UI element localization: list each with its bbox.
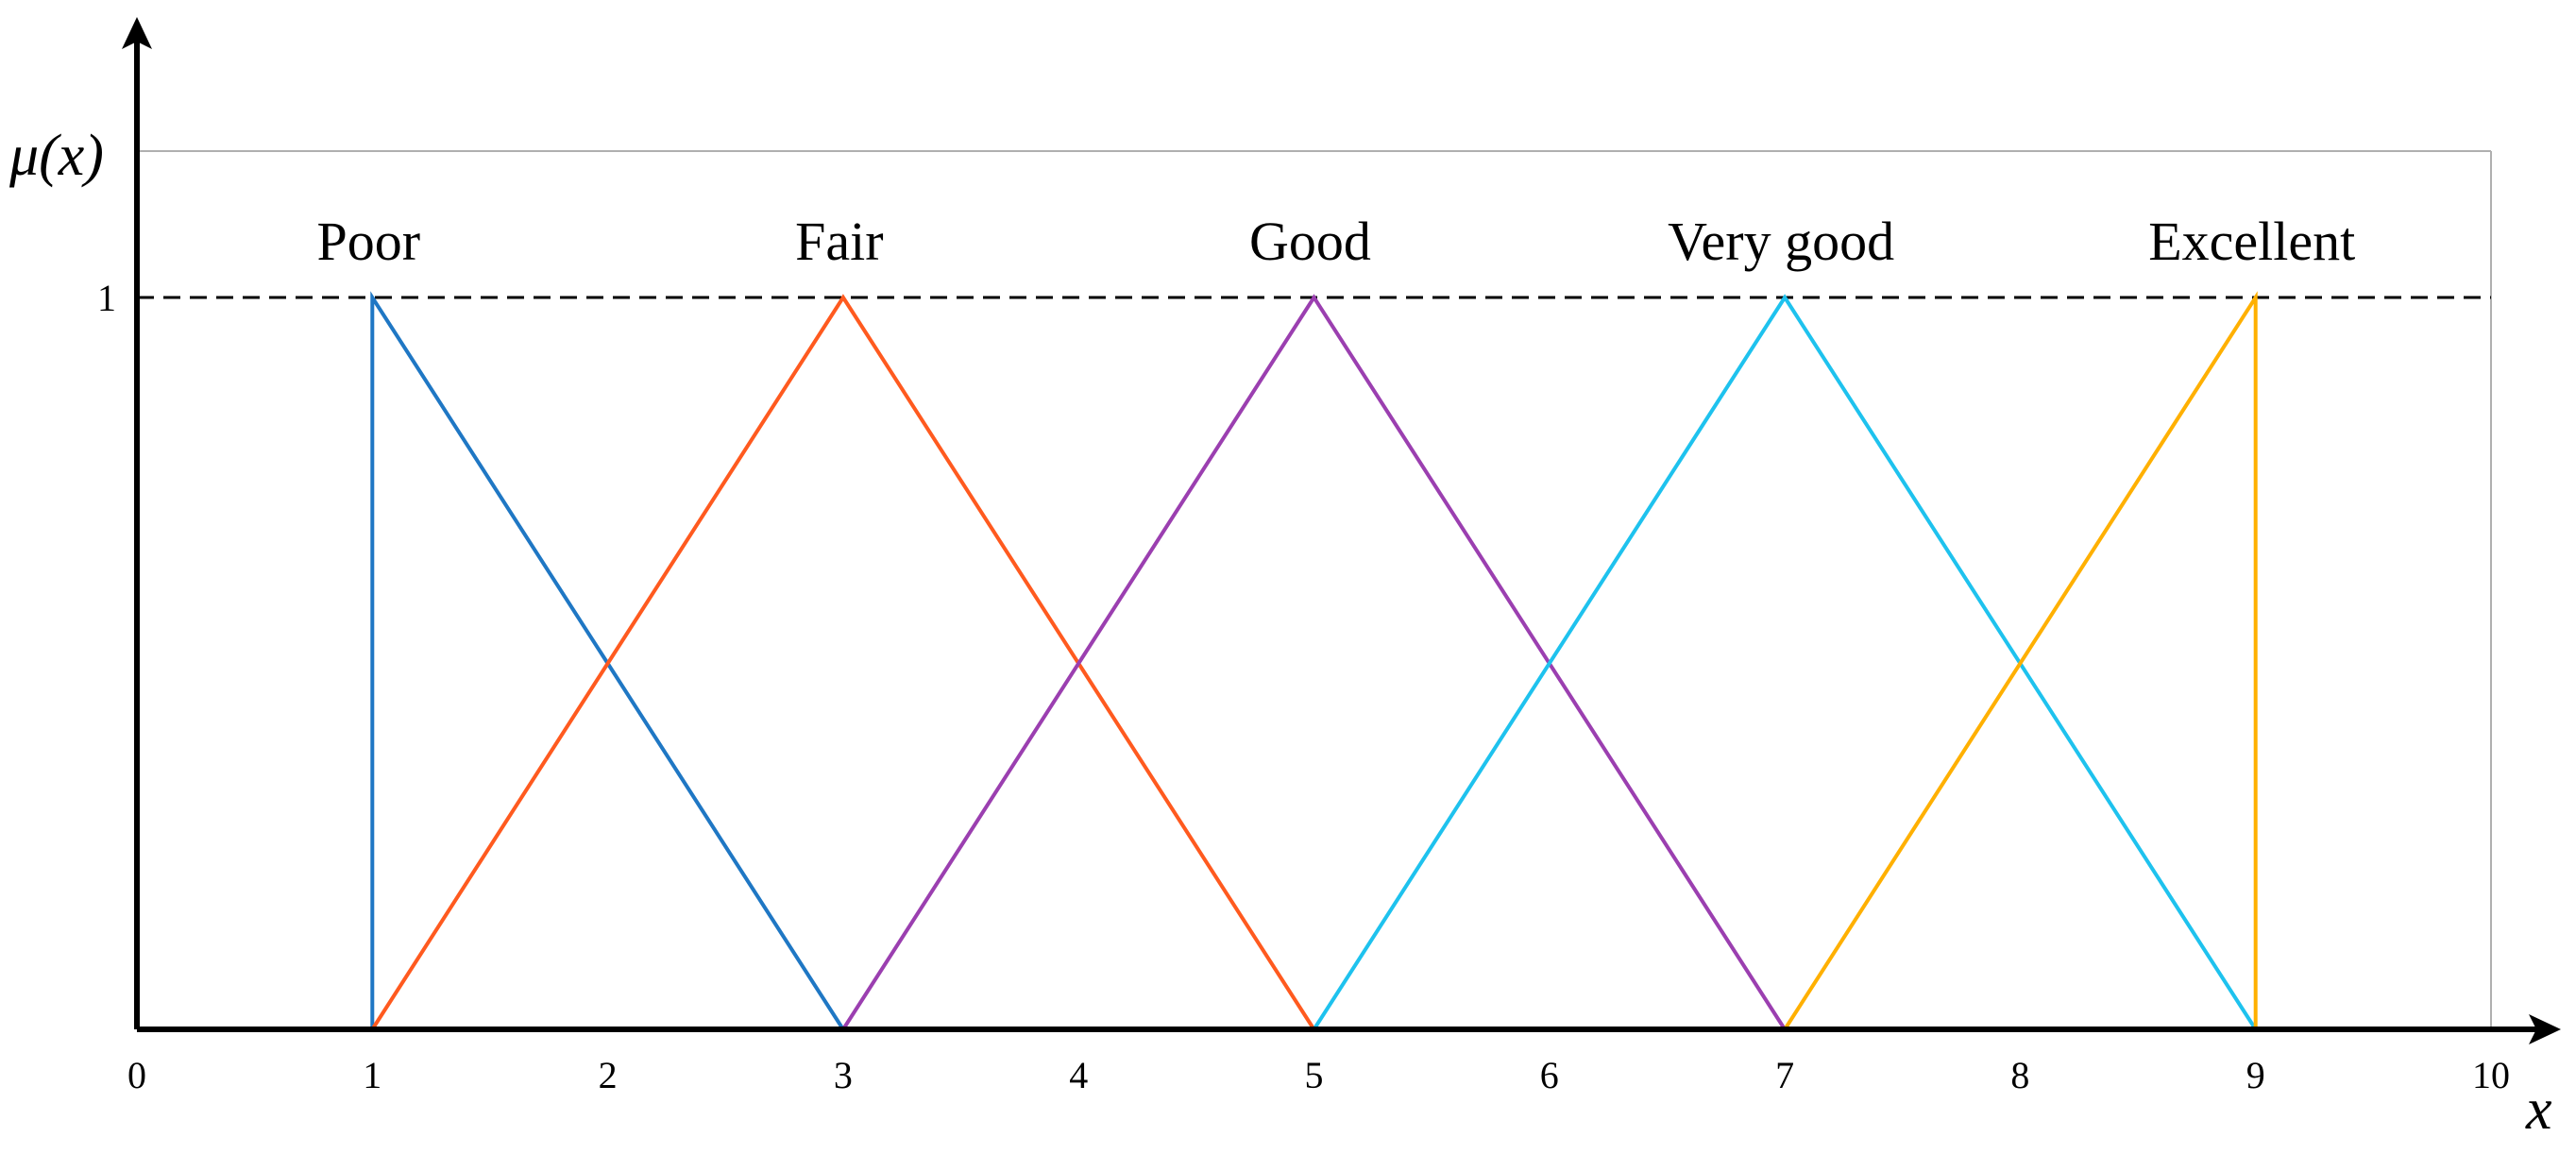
x-tick-label: 4 — [1069, 1054, 1088, 1096]
series-line-poor — [370, 291, 845, 1031]
term-labels: Poor Fair Good Very good Excellent — [317, 211, 2356, 272]
plot-frame — [137, 150, 2492, 1029]
term-label-good: Good — [1249, 211, 1371, 272]
series-line-good — [841, 294, 1787, 1031]
x-tick-label: 2 — [599, 1054, 618, 1096]
y-tick-label: 1 — [97, 277, 116, 319]
x-axis-arrow — [2529, 1014, 2561, 1044]
series-line-fair — [370, 294, 1316, 1031]
x-axis-title: x — [2525, 1078, 2552, 1142]
axes — [122, 17, 2561, 1044]
term-label-very-good: Very good — [1668, 211, 1894, 272]
term-label-poor: Poor — [317, 211, 421, 272]
x-tick-label: 1 — [363, 1054, 381, 1096]
x-tick-label: 6 — [1540, 1054, 1559, 1096]
series-line-very-good — [1312, 294, 2258, 1031]
series-line-excellent — [1783, 291, 2258, 1031]
y-axis-arrow — [122, 17, 152, 49]
x-tick-label: 9 — [2246, 1054, 2265, 1096]
y-axis-title: μ(x) — [8, 124, 104, 188]
x-tick-label: 8 — [2010, 1054, 2029, 1096]
x-tick-label: 10 — [2472, 1054, 2510, 1096]
x-tick-label: 5 — [1305, 1054, 1324, 1096]
term-label-fair: Fair — [795, 211, 883, 272]
tick-labels: 0 1 2 3 4 5 6 7 8 9 10 1 — [97, 277, 2510, 1096]
x-tick-label: 0 — [127, 1054, 146, 1096]
x-tick-label: 3 — [834, 1054, 853, 1096]
term-label-excellent: Excellent — [2148, 211, 2355, 272]
dashed-guides — [137, 296, 2491, 1029]
series-lines — [370, 291, 2258, 1031]
x-tick-label: 7 — [1775, 1054, 1794, 1096]
